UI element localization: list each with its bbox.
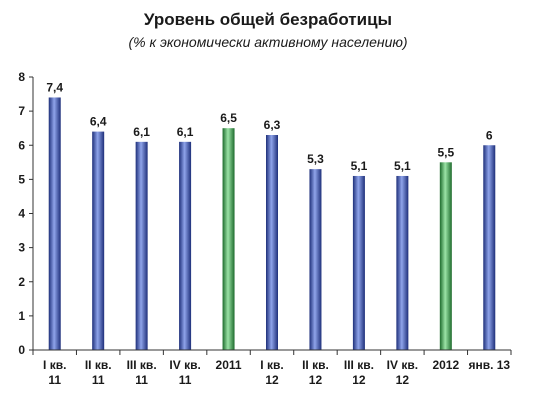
data-label: 6 [486,128,493,142]
data-label: 5,1 [394,159,411,173]
data-label: 7,4 [46,80,63,94]
bar [266,135,278,350]
data-label: 5,3 [307,152,324,166]
data-label: 5,5 [437,145,454,159]
x-tick-label: 11 [92,373,105,387]
data-label: 6,3 [264,118,281,132]
y-tick-label: 0 [18,343,25,357]
x-tick-label: 12 [396,373,410,387]
bar [352,175,365,350]
data-label: 6,4 [90,115,107,129]
bar [135,141,148,350]
x-tick-label: 2012 [432,358,459,372]
x-tick-label: I кв. [43,358,66,372]
x-tick-label: 12 [309,373,323,387]
data-label: 6,5 [220,111,237,125]
x-tick-label: 12 [265,373,279,387]
x-tick-label: IV кв. [169,358,200,372]
y-tick-label: 6 [18,138,25,152]
x-tick-label: 11 [179,373,192,387]
x-tick-label: III кв. [127,358,157,372]
x-tick-label: II кв. [302,358,329,372]
x-tick-label: III кв. [344,358,374,372]
y-tick-label: 4 [18,207,25,221]
y-tick-label: 3 [18,241,25,255]
bars: 7,4 6,4 6,1 6,1 6,5 6,3 5,3 5,1 5,1 5,5 6 [46,80,496,350]
bar [396,175,409,350]
x-tick-label: 11 [48,373,61,387]
y-tick-label: 5 [18,172,25,186]
x-tick-label: 2011 [216,358,242,372]
data-label: 5,1 [351,159,368,173]
bar [483,145,496,350]
x-tick-label: IV кв. [387,358,418,372]
bar [222,128,235,350]
y-tick-label: 2 [18,275,25,289]
y-tick-label: 1 [18,309,25,323]
bar [179,141,192,350]
x-tick-label: II кв. [85,358,112,372]
bar [92,131,105,350]
x-tick-label: 12 [352,373,366,387]
y-axis: 0 1 2 3 4 5 6 7 8 [18,70,34,357]
data-label: 6,1 [133,125,150,139]
chart-subtitle: (% к экономически активному населению) [128,34,408,50]
x-tick-label: I кв. [260,358,283,372]
y-tick-label: 8 [18,70,25,84]
bar [439,162,452,350]
bar [48,97,61,350]
x-tick-label: янв. 13 [468,358,510,372]
data-label: 6,1 [177,125,194,139]
x-tick-label: 11 [135,373,148,387]
bar [309,169,322,350]
chart-title: Уровень общей безработицы [143,10,393,29]
y-tick-label: 7 [18,104,25,118]
